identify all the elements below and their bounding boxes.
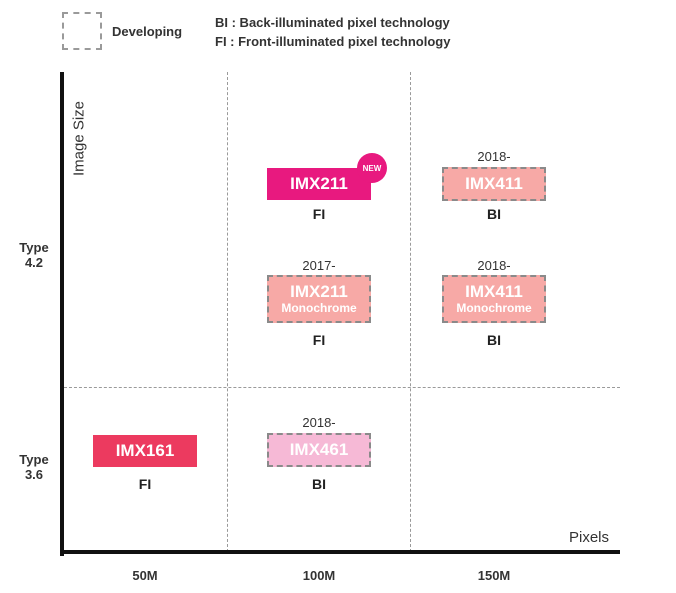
- sensor-name: IMX211: [290, 282, 348, 301]
- sensor-tech-label: BI: [487, 206, 501, 222]
- sensor-subtitle: Monochrome: [456, 301, 532, 315]
- y-axis: [60, 72, 64, 556]
- x-tick-150m: 150M: [477, 568, 511, 583]
- sensor-tech-label: BI: [312, 476, 326, 492]
- sensor-year: 2017-: [302, 258, 336, 273]
- sensor-tech-label: FI: [312, 332, 326, 348]
- sensor-year: 2018-: [477, 149, 511, 164]
- x-axis: [60, 550, 620, 554]
- y-tick-line2: 4.2: [24, 255, 44, 270]
- sensor-imx411: IMX411: [442, 167, 546, 201]
- sensor-year: 2018-: [302, 415, 336, 430]
- x-tick-50m: 50M: [132, 568, 158, 583]
- x-axis-title: Pixels: [569, 529, 610, 546]
- grid-line-horizontal: [64, 387, 620, 388]
- sensor-name: IMX461: [289, 440, 349, 459]
- sensor-imx211-monochrome: IMX211 Monochrome: [267, 275, 371, 323]
- y-tick-line1: Type: [19, 452, 49, 467]
- sensor-name: IMX161: [115, 441, 175, 460]
- grid-line-vertical-1: [227, 72, 228, 552]
- grid-line-vertical-2: [410, 72, 411, 552]
- sensor-name: IMX211: [290, 174, 348, 193]
- y-tick-type-3-6: Type 3.6: [6, 452, 62, 482]
- sensor-imx211: IMX211: [267, 168, 371, 200]
- y-tick-line2: 3.6: [24, 467, 44, 482]
- y-axis-title: Image Size: [70, 100, 88, 177]
- sensor-name: IMX411: [465, 174, 523, 193]
- x-tick-100m: 100M: [302, 568, 336, 583]
- sensor-imx161: IMX161: [93, 435, 197, 467]
- sensor-tech-label: FI: [312, 206, 326, 222]
- sensor-imx411-monochrome: IMX411 Monochrome: [442, 275, 546, 323]
- legend-fi-definition: FI : Front-illuminated pixel technology: [215, 34, 451, 49]
- y-tick-type-4-2: Type 4.2: [6, 240, 62, 270]
- sensor-subtitle: Monochrome: [281, 301, 357, 315]
- sensor-name: IMX411: [465, 282, 523, 301]
- legend-developing-label: Developing: [112, 24, 183, 39]
- sensor-year: 2018-: [477, 258, 511, 273]
- sensor-imx461: IMX461: [267, 433, 371, 467]
- sensor-tech-label: BI: [487, 332, 501, 348]
- y-tick-line1: Type: [19, 240, 49, 255]
- sensor-tech-label: FI: [138, 476, 152, 492]
- new-badge: NEW: [357, 153, 387, 183]
- legend-bi-definition: BI : Back-illuminated pixel technology: [215, 15, 450, 30]
- legend-developing-swatch: [62, 12, 102, 50]
